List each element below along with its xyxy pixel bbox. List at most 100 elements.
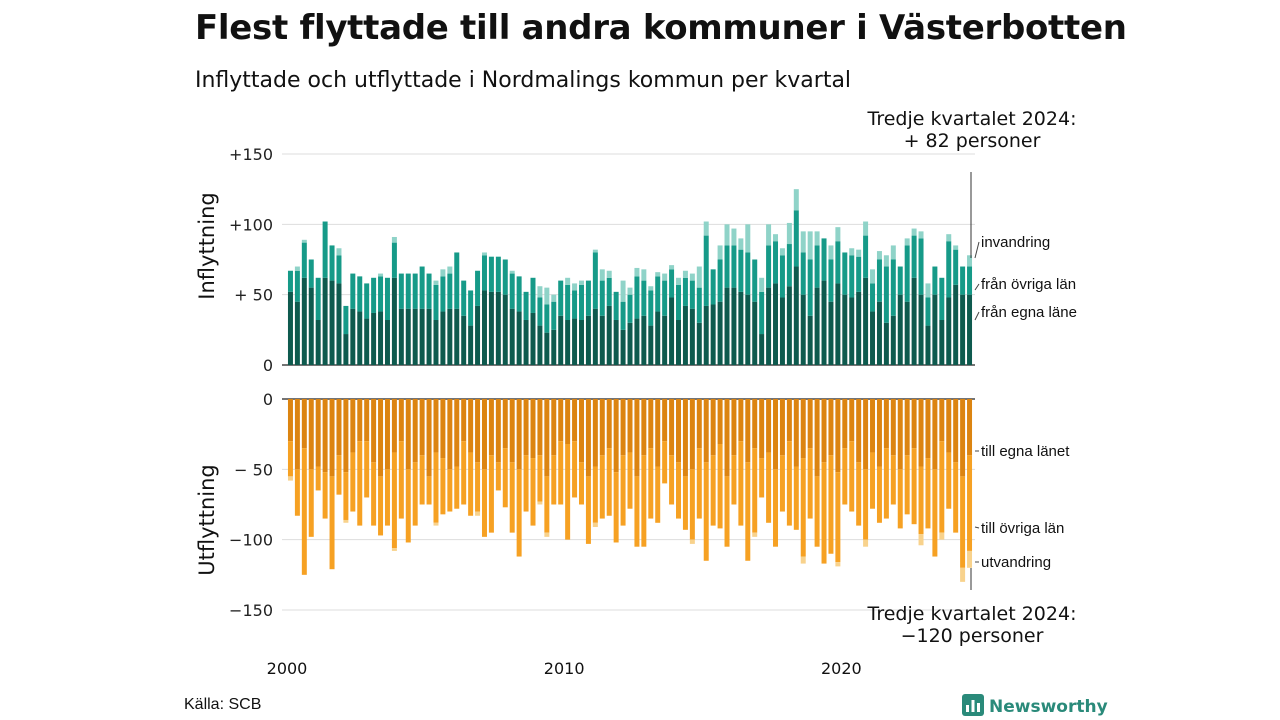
bar-segment <box>412 308 418 365</box>
bar-segment <box>842 448 848 505</box>
bar-segment <box>322 472 328 519</box>
bar-segment <box>669 265 675 270</box>
bar-segment <box>856 399 862 463</box>
bar-segment <box>301 448 307 575</box>
bar-segment <box>294 270 300 302</box>
bar-segment <box>398 273 404 309</box>
bar-segment <box>759 334 765 365</box>
bar-segment <box>745 252 751 295</box>
bar-segment <box>592 308 598 365</box>
bar-segment <box>946 399 952 453</box>
bar-segment <box>745 462 751 561</box>
bar-segment <box>405 308 411 365</box>
bar-segment <box>821 280 827 365</box>
annotation-text: Tredje kvartalet 2024: <box>867 603 1077 625</box>
bar-segment <box>426 308 432 365</box>
bar-segment <box>890 259 896 316</box>
bar-segment <box>932 399 938 470</box>
bar-segment <box>488 256 494 292</box>
bar-segment <box>294 469 300 516</box>
bar-segment <box>613 472 619 543</box>
bar-segment <box>925 283 931 298</box>
bar-segment <box>461 315 467 365</box>
bar-segment <box>883 399 889 449</box>
bar-segment <box>461 280 467 316</box>
bar-segment <box>814 476 820 547</box>
series-leader-line <box>974 311 980 321</box>
bar-segment <box>502 399 508 449</box>
bar-segment <box>440 399 446 459</box>
source-note: Källa: SCB <box>184 696 262 713</box>
bar-segment <box>364 441 370 498</box>
bar-segment <box>786 286 792 365</box>
y-tick-label: 0 <box>263 356 273 375</box>
bar-segment <box>967 550 973 568</box>
bar-segment <box>890 455 896 505</box>
bar-segment <box>731 287 737 365</box>
bar-segment <box>662 315 668 365</box>
bar-segment <box>412 273 418 309</box>
bar-segment <box>634 476 640 547</box>
bar-segment <box>918 466 924 535</box>
bar-segment <box>710 399 716 456</box>
bar-segment <box>592 522 598 528</box>
bar-segment <box>759 399 765 459</box>
bar-segment <box>870 283 876 312</box>
bar-segment <box>488 291 494 365</box>
bar-segment <box>800 556 806 564</box>
bar-segment <box>572 318 578 365</box>
bar-segment <box>807 448 813 519</box>
series-label: utvandring <box>981 554 1051 571</box>
bar-segment <box>703 235 709 306</box>
bar-segment <box>447 469 453 512</box>
bar-segment <box>544 532 550 537</box>
bar-segment <box>759 291 765 335</box>
bar-segment <box>461 441 467 505</box>
bar-segment <box>793 399 799 467</box>
bar-segment <box>676 277 681 285</box>
bar-segment <box>911 228 917 236</box>
bar-segment <box>419 266 425 309</box>
bar-segment <box>662 441 668 484</box>
bar-segment <box>967 294 973 365</box>
bar-segment <box>454 308 460 365</box>
bar-segment <box>703 221 709 236</box>
bar-segment <box>814 245 820 288</box>
bar-segment <box>495 291 501 365</box>
bar-segment <box>939 277 945 320</box>
bar-segment <box>322 399 328 473</box>
bar-segment <box>682 305 688 365</box>
bar-segment <box>856 256 862 292</box>
bar-segment <box>530 277 536 313</box>
bar-segment <box>371 462 377 526</box>
bar-segment <box>779 297 785 365</box>
bar-segment <box>475 270 481 306</box>
bar-segment <box>634 318 640 365</box>
bar-segment <box>724 476 730 547</box>
bar-segment <box>835 562 841 567</box>
bar-segment <box>495 256 501 292</box>
bar-segment <box>911 277 917 365</box>
bar-segment <box>703 399 709 463</box>
bar-segment <box>807 399 813 449</box>
bar-segment <box>579 319 584 365</box>
bar-segment <box>579 399 584 463</box>
bar-segment <box>599 315 605 365</box>
bar-segment <box>426 399 432 477</box>
bar-segment <box>294 301 300 365</box>
bar-segment <box>766 452 772 523</box>
bar-segment <box>703 462 709 561</box>
bar-segment <box>835 472 841 563</box>
bar-segment <box>918 231 924 239</box>
bar-segment <box>669 269 675 298</box>
bar-segment <box>890 245 896 260</box>
bar-segment <box>814 287 820 365</box>
bar-segment <box>301 239 307 243</box>
bar-segment <box>572 441 578 498</box>
bar-segment <box>925 458 931 529</box>
bar-segment <box>336 283 342 365</box>
bar-segment <box>960 567 966 582</box>
bar-segment <box>468 399 474 453</box>
bar-segment <box>946 297 952 365</box>
bar-segment <box>329 476 335 570</box>
